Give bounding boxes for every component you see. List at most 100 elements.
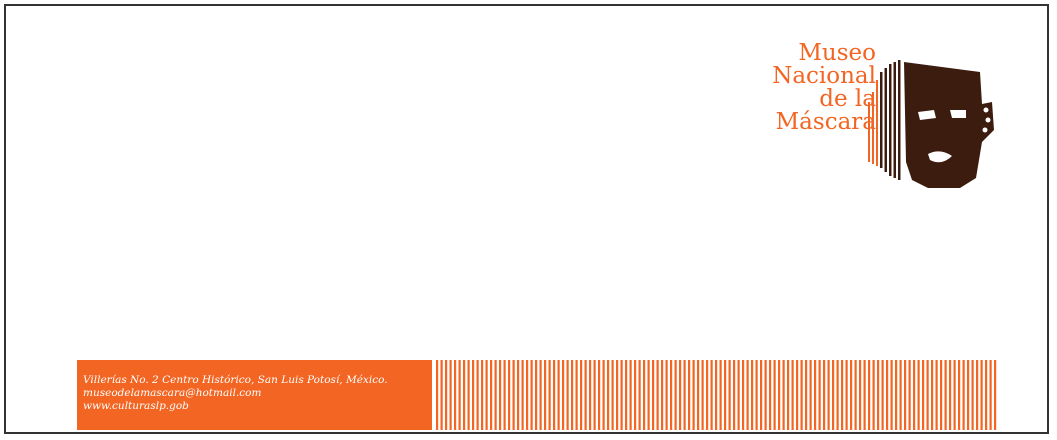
stripe bbox=[508, 360, 511, 430]
stripe bbox=[949, 360, 952, 430]
logo-wordmark: Museo Nacional de la Máscara bbox=[772, 42, 876, 134]
stripe bbox=[733, 360, 736, 430]
stripe bbox=[467, 360, 470, 430]
stripe bbox=[638, 360, 641, 430]
stripe bbox=[818, 360, 821, 430]
contact-box: Villerías No. 2 Centro Histórico, San Lu… bbox=[77, 360, 432, 430]
stripe bbox=[535, 360, 538, 430]
stripe bbox=[719, 360, 722, 430]
stripe bbox=[976, 360, 979, 430]
stripe bbox=[791, 360, 794, 430]
stripe bbox=[755, 360, 758, 430]
stripe bbox=[827, 360, 830, 430]
stripe bbox=[526, 360, 529, 430]
email-text: museodelamascara@hotmail.com bbox=[83, 387, 262, 399]
stripe bbox=[773, 360, 776, 430]
stripe bbox=[823, 360, 826, 430]
stripe bbox=[967, 360, 970, 430]
stripe bbox=[449, 360, 452, 430]
stripe bbox=[670, 360, 673, 430]
stripe bbox=[620, 360, 623, 430]
stripe bbox=[962, 360, 965, 430]
logo-line-4: Máscara bbox=[775, 109, 876, 135]
stripe bbox=[553, 360, 556, 430]
stripe bbox=[706, 360, 709, 430]
stripe bbox=[530, 360, 533, 430]
stripe bbox=[863, 360, 866, 430]
stripe bbox=[904, 360, 907, 430]
stripe bbox=[980, 360, 983, 430]
stripe bbox=[724, 360, 727, 430]
stripe bbox=[499, 360, 502, 430]
stripe bbox=[463, 360, 466, 430]
stripe bbox=[913, 360, 916, 430]
mask-icon bbox=[868, 60, 994, 188]
stripe bbox=[850, 360, 853, 430]
stripe bbox=[476, 360, 479, 430]
stripe bbox=[584, 360, 587, 430]
stripe bbox=[643, 360, 646, 430]
stripe bbox=[872, 360, 875, 430]
stripe bbox=[575, 360, 578, 430]
stripe bbox=[922, 360, 925, 430]
stripe bbox=[782, 360, 785, 430]
stripe bbox=[611, 360, 614, 430]
stripe bbox=[989, 360, 992, 430]
stripe bbox=[737, 360, 740, 430]
logo-line-3: de la bbox=[819, 86, 876, 112]
stripe bbox=[746, 360, 749, 430]
stripe bbox=[566, 360, 569, 430]
stripe bbox=[683, 360, 686, 430]
stripe bbox=[517, 360, 520, 430]
stripe bbox=[562, 360, 565, 430]
stripe bbox=[715, 360, 718, 430]
stripe bbox=[877, 360, 880, 430]
stripe bbox=[940, 360, 943, 430]
stripe bbox=[881, 360, 884, 430]
stripe bbox=[607, 360, 610, 430]
envelope: Museo Nacional de la Máscara bbox=[4, 4, 1049, 434]
stripe bbox=[458, 360, 461, 430]
footer-band: Villerías No. 2 Centro Histórico, San Lu… bbox=[77, 360, 998, 430]
stripe bbox=[845, 360, 848, 430]
stripe bbox=[809, 360, 812, 430]
logo-line-1: Museo bbox=[798, 40, 876, 66]
stripe bbox=[985, 360, 988, 430]
stripe bbox=[760, 360, 763, 430]
stripe bbox=[859, 360, 862, 430]
stripe bbox=[485, 360, 488, 430]
stripe bbox=[490, 360, 493, 430]
stripe bbox=[764, 360, 767, 430]
stripe bbox=[854, 360, 857, 430]
stripe bbox=[665, 360, 668, 430]
website-text: www.culturaslp.gob bbox=[83, 400, 189, 412]
stripe bbox=[593, 360, 596, 430]
stripe bbox=[805, 360, 808, 430]
stripe bbox=[616, 360, 619, 430]
stripe bbox=[832, 360, 835, 430]
stripe bbox=[481, 360, 484, 430]
stripe bbox=[895, 360, 898, 430]
stripe bbox=[661, 360, 664, 430]
stripe bbox=[557, 360, 560, 430]
museum-logo: Museo Nacional de la Máscara bbox=[758, 42, 998, 192]
stripe bbox=[899, 360, 902, 430]
stripe bbox=[629, 360, 632, 430]
stripe bbox=[917, 360, 920, 430]
stripe bbox=[679, 360, 682, 430]
stripe bbox=[688, 360, 691, 430]
stripe bbox=[890, 360, 893, 430]
stripe bbox=[701, 360, 704, 430]
stripe bbox=[926, 360, 929, 430]
stripe bbox=[944, 360, 947, 430]
stripe bbox=[971, 360, 974, 430]
stripe bbox=[440, 360, 443, 430]
stripe bbox=[445, 360, 448, 430]
decorative-stripes bbox=[436, 360, 997, 430]
stripe bbox=[548, 360, 551, 430]
stripe bbox=[769, 360, 772, 430]
stripe bbox=[571, 360, 574, 430]
stripe bbox=[512, 360, 515, 430]
stripe bbox=[521, 360, 524, 430]
stripe bbox=[931, 360, 934, 430]
